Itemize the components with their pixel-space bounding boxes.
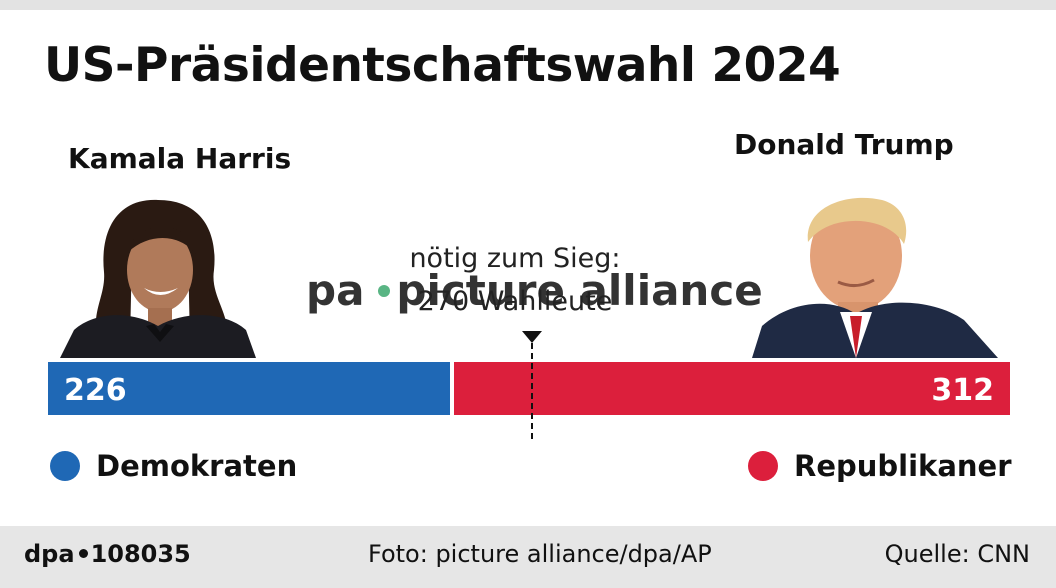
bar-value-democrats: 226 [64, 373, 127, 408]
chart-title: US-Präsidentschaftswahl 2024 [44, 38, 841, 93]
watermark-right: picture alliance [396, 266, 763, 315]
seat-bar: 226 312 [48, 362, 1010, 415]
trump-photo [752, 197, 998, 358]
bar-democrats: 226 [48, 362, 450, 415]
threshold-label-line1: nötig zum Sieg: [409, 243, 621, 274]
threshold-line [531, 343, 533, 439]
threshold-marker-icon [522, 331, 542, 343]
watermark-dot-icon [378, 284, 391, 297]
harris-photo [60, 199, 256, 358]
legend-democrats: Demokraten [50, 444, 297, 488]
bar-republicans: 312 [454, 362, 1010, 415]
watermark-left: pa [306, 266, 365, 315]
watermark: pa picture alliance [306, 266, 763, 315]
candidate-name-harris: Kamala Harris [68, 142, 292, 175]
candidate-name-trump: Donald Trump [734, 128, 954, 161]
legend-label-republicans: Republikaner [794, 449, 1012, 483]
footer-id-number: 108035 [90, 540, 191, 568]
threshold-label-line2: 270 Wahlleute [417, 286, 613, 317]
footer: dpa 108035 Foto: picture alliance/dpa/AP … [0, 526, 1056, 588]
footer-source: Quelle: CNN [884, 540, 1030, 568]
legend-dot-republicans [748, 451, 778, 481]
dpa-dot-icon [78, 548, 88, 558]
legend-republicans: Republikaner [748, 444, 1012, 488]
legend-dot-democrats [50, 451, 80, 481]
legend-label-democrats: Demokraten [96, 449, 298, 483]
bar-value-republicans: 312 [931, 373, 994, 408]
footer-photo-credit: Foto: picture alliance/dpa/AP [368, 540, 712, 568]
top-band [0, 0, 1056, 10]
footer-id-prefix: dpa [24, 540, 75, 568]
footer-id: dpa 108035 [24, 540, 191, 568]
